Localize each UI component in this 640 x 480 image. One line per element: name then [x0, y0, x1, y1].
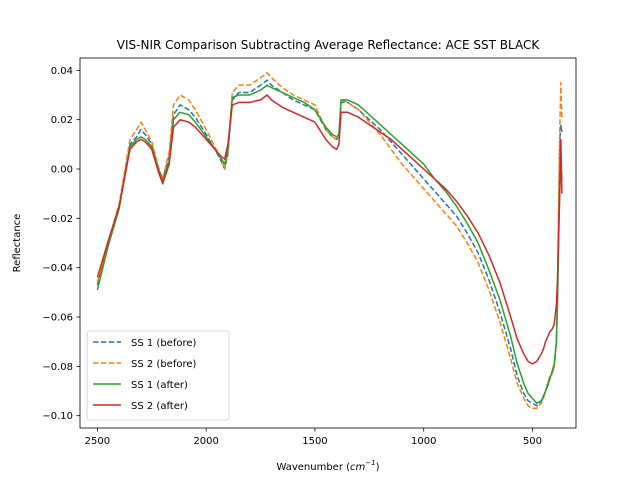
x-axis-label-main: Wavenumber (	[276, 462, 350, 473]
legend-label: SS 2 (after)	[131, 401, 188, 412]
x-tick-label: 1000	[411, 436, 436, 447]
x-tick-label: 1500	[302, 436, 327, 447]
series-line-4	[96, 94, 563, 365]
legend-label: SS 1 (before)	[131, 338, 196, 349]
x-tick-label: 500	[523, 436, 542, 447]
y-tick-label: −0.04	[42, 263, 73, 274]
plot-frame	[79, 57, 577, 429]
x-axis: 2500 2000 1500 1000 500	[85, 428, 542, 447]
y-tick-label: −0.08	[42, 362, 73, 373]
y-axis-label: Reflectance	[12, 214, 23, 273]
chart-title: VIS-NIR Comparison Subtracting Average R…	[117, 38, 541, 52]
y-tick-label: −0.02	[42, 214, 73, 225]
x-axis-label-exponent: −1	[365, 459, 375, 467]
x-axis-label-unit: cm	[350, 462, 365, 473]
legend: SS 1 (before) SS 2 (before) SS 1 (after) SS…	[86, 330, 230, 421]
y-axis: 0.04 0.02 0.00 −0.02 −0.04 −0.06 −0.08 −0.10	[42, 66, 80, 422]
legend-box	[86, 330, 230, 421]
y-tick-label: 0.00	[51, 165, 73, 176]
legend-label: SS 1 (after)	[131, 380, 188, 391]
y-tick-label: 0.04	[51, 66, 73, 77]
y-tick-label: −0.06	[42, 313, 73, 324]
y-tick-label: −0.10	[42, 411, 73, 422]
series-line-3	[96, 84, 563, 405]
y-tick-label: 0.02	[51, 115, 73, 126]
plot-series-group	[96, 72, 563, 410]
x-axis-label-close: )	[376, 462, 380, 473]
legend-label: SS 2 (before)	[131, 359, 196, 370]
x-tick-label: 2000	[193, 436, 218, 447]
x-tick-label: 2500	[85, 436, 110, 447]
x-axis-label: Wavenumber (cm−1)	[276, 459, 379, 473]
